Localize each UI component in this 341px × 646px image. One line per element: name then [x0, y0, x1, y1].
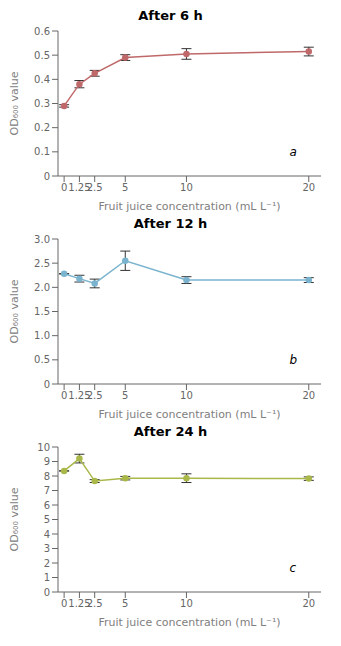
svg-text:20: 20: [302, 182, 315, 193]
svg-text:10: 10: [180, 182, 193, 193]
svg-text:0: 0: [44, 171, 50, 182]
svg-text:4: 4: [44, 529, 50, 540]
html-text:b: b: [289, 352, 298, 367]
svg-text:Fruit juice concentration (mL: Fruit juice concentration (mL L⁻¹): [98, 616, 280, 628]
svg-text:0: 0: [61, 182, 67, 193]
svg-text:0.4: 0.4: [34, 74, 50, 85]
svg-text:2.0: 2.0: [34, 282, 50, 293]
svg-text:20: 20: [302, 598, 315, 609]
svg-text:7: 7: [44, 485, 50, 496]
svg-text:OD₆₀₀ value: OD₆₀₀ value: [8, 279, 21, 343]
svg-text:0: 0: [44, 379, 50, 390]
svg-text:6: 6: [44, 500, 50, 511]
svg-text:0.6: 0.6: [34, 26, 50, 37]
svg-text:OD₆₀₀ value: OD₆₀₀ value: [8, 71, 21, 135]
html-text:a: a: [289, 144, 297, 159]
svg-text:2: 2: [44, 558, 50, 569]
svg-text:0: 0: [44, 587, 50, 598]
svg-text:8: 8: [44, 471, 50, 482]
svg-text:10: 10: [180, 390, 193, 401]
svg-text:5: 5: [122, 390, 128, 401]
svg-text:0.2: 0.2: [34, 122, 50, 133]
svg-text:10: 10: [180, 598, 193, 609]
svg-text:0: 0: [61, 598, 67, 609]
svg-text:2.5: 2.5: [34, 258, 50, 269]
svg-text:2.5: 2.5: [87, 390, 103, 401]
svg-text:Fruit juice concentration (mL: Fruit juice concentration (mL L⁻¹): [98, 408, 280, 420]
svg-text:5: 5: [122, 182, 128, 193]
svg-text:1.25: 1.25: [68, 182, 91, 194]
svg-text:2.5: 2.5: [87, 182, 103, 193]
svg-text:9: 9: [44, 456, 50, 467]
svg-text:5: 5: [122, 598, 128, 609]
svg-text:3: 3: [44, 543, 50, 554]
svg-text:1.0: 1.0: [34, 330, 50, 341]
svg-text:0.3: 0.3: [34, 98, 50, 109]
html-text:c: c: [289, 560, 296, 575]
svg-text:3.0: 3.0: [34, 234, 50, 245]
html-text:After 24 h: After 24 h: [133, 424, 208, 439]
svg-text:5: 5: [44, 514, 50, 525]
svg-text:0.1: 0.1: [34, 146, 50, 157]
svg-text:0.5: 0.5: [34, 354, 50, 365]
svg-text:10: 10: [37, 442, 50, 453]
svg-text:0.5: 0.5: [34, 50, 50, 61]
svg-text:2.5: 2.5: [87, 598, 103, 609]
svg-text:Fruit juice concentration (mL: Fruit juice concentration (mL L⁻¹): [98, 200, 280, 212]
svg-text:1.5: 1.5: [34, 306, 50, 317]
svg-text:20: 20: [302, 390, 315, 401]
html-text:After 6 h: After 6 h: [138, 8, 203, 23]
svg-text:1.25: 1.25: [68, 390, 91, 402]
svg-text:1.25: 1.25: [68, 598, 91, 610]
html-text:After 12 h: After 12 h: [133, 216, 208, 231]
svg-text:OD₆₀₀ value: OD₆₀₀ value: [8, 487, 21, 551]
svg-text:1: 1: [44, 572, 50, 583]
svg-text:0: 0: [61, 390, 67, 401]
